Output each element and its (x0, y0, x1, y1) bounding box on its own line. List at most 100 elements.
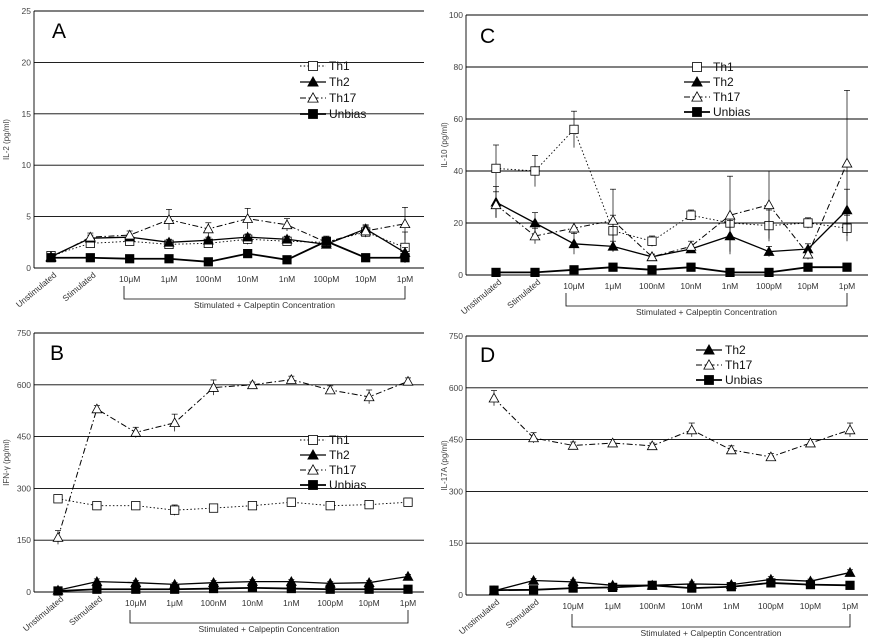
data-point (842, 262, 852, 272)
x-tick-label: 10μM (562, 601, 583, 611)
y-tick-label: 5 (26, 212, 31, 222)
y-tick-label: 80 (454, 62, 464, 72)
series-line (57, 575, 409, 591)
data-point (203, 257, 213, 267)
data-point (46, 253, 56, 263)
data-point (91, 403, 103, 414)
y-axis-label: IL-2 (pg/ml) (2, 119, 11, 160)
x-tick-label: 1nM (279, 274, 296, 284)
x-tick-label: 1μM (605, 281, 622, 291)
data-point (361, 253, 371, 263)
y-tick-label: 150 (449, 538, 463, 548)
data-point (242, 231, 254, 242)
data-point (364, 584, 374, 594)
legend-label: Th1 (713, 60, 734, 74)
series-th2 (45, 223, 411, 261)
y-tick-label: 60 (454, 114, 464, 124)
legend-label: Unbias (329, 107, 366, 121)
x-tick-label: Unstimulated (457, 597, 502, 637)
data-point (324, 384, 336, 395)
series-line (493, 571, 851, 592)
chart-panel-d: 0 150 300 450 600 750 IL-17A (pg/ml) D Unstimula… (440, 331, 868, 638)
data-point (363, 391, 375, 402)
data-point (360, 225, 372, 236)
data-point (567, 439, 579, 450)
data-point (364, 500, 374, 510)
data-point (84, 231, 96, 242)
data-point (124, 229, 136, 240)
x-tick-label: 1nM (723, 601, 740, 611)
legend-marker (308, 61, 318, 71)
data-point (163, 236, 175, 247)
series-line (493, 582, 851, 592)
series-line (493, 397, 851, 458)
data-point (53, 494, 63, 504)
bracket-label: Stimulated + Calpeptin Concentration (636, 307, 777, 317)
x-tick-label: 10pM (355, 274, 376, 284)
x-tick-label: 1μM (604, 601, 621, 611)
data-point (764, 267, 774, 278)
data-point (529, 230, 541, 241)
x-tick-label: 10nM (242, 598, 263, 608)
y-axis-label: IL-17A (pg/ml) (440, 440, 449, 491)
legend-marker (307, 92, 319, 103)
legend-label: Th1 (329, 59, 350, 73)
data-point (286, 497, 296, 507)
data-point (208, 381, 220, 392)
x-tick-label: 10μM (563, 281, 584, 291)
concentration-bracket (571, 614, 851, 628)
data-point (805, 580, 816, 590)
x-tick-label: 1μM (161, 274, 178, 284)
x-tick-label: 100pM (756, 281, 782, 291)
legend-marker (692, 107, 702, 117)
x-tick-label: Unstimulated (21, 594, 66, 634)
data-point (131, 584, 141, 594)
data-point (646, 251, 658, 262)
panel-label: D (480, 344, 495, 367)
series-line (57, 379, 409, 538)
data-point (726, 582, 736, 592)
data-point (403, 584, 413, 594)
y-tick-label: 450 (449, 435, 463, 445)
chart-panel-b: 0 150 300 450 600 750 IFN-γ (pg/ml) B Unstimulat… (2, 328, 424, 634)
legend-label: Th17 (725, 358, 753, 372)
y-tick-label: 750 (17, 328, 31, 338)
series-line (50, 228, 406, 258)
x-tick-label: 1nM (283, 598, 300, 608)
data-point (530, 166, 540, 176)
data-point (242, 213, 254, 223)
data-point (804, 437, 816, 448)
data-point (608, 262, 618, 272)
legend-marker (308, 109, 318, 119)
data-point (725, 444, 737, 455)
x-tick-label: 10nM (681, 601, 702, 611)
y-tick-label: 15 (22, 109, 32, 119)
data-point (647, 265, 657, 275)
legend-label: Unbias (713, 105, 750, 119)
legend-marker (704, 375, 714, 385)
series-line (495, 163, 848, 258)
data-point (52, 531, 64, 542)
data-point (607, 214, 619, 225)
series-line (496, 266, 847, 274)
data-point (285, 373, 297, 384)
data-point (528, 585, 539, 595)
legend-label: Unbias (725, 373, 762, 387)
data-point (131, 501, 141, 511)
data-point (281, 219, 293, 230)
panel-label: C (480, 25, 495, 48)
panel-label: B (50, 342, 64, 365)
data-point (725, 267, 735, 278)
x-tick-label: 100pM (313, 274, 339, 284)
data-point (803, 262, 813, 272)
data-point (530, 267, 540, 278)
data-point (402, 375, 414, 386)
x-tick-label: 1pM (839, 281, 856, 291)
y-tick-label: 0 (458, 270, 463, 280)
series-line (57, 586, 408, 592)
x-tick-label: 100nM (639, 601, 665, 611)
y-tick-label: 300 (17, 483, 31, 493)
series-unbias (46, 235, 410, 267)
series-th17 (490, 90, 853, 262)
